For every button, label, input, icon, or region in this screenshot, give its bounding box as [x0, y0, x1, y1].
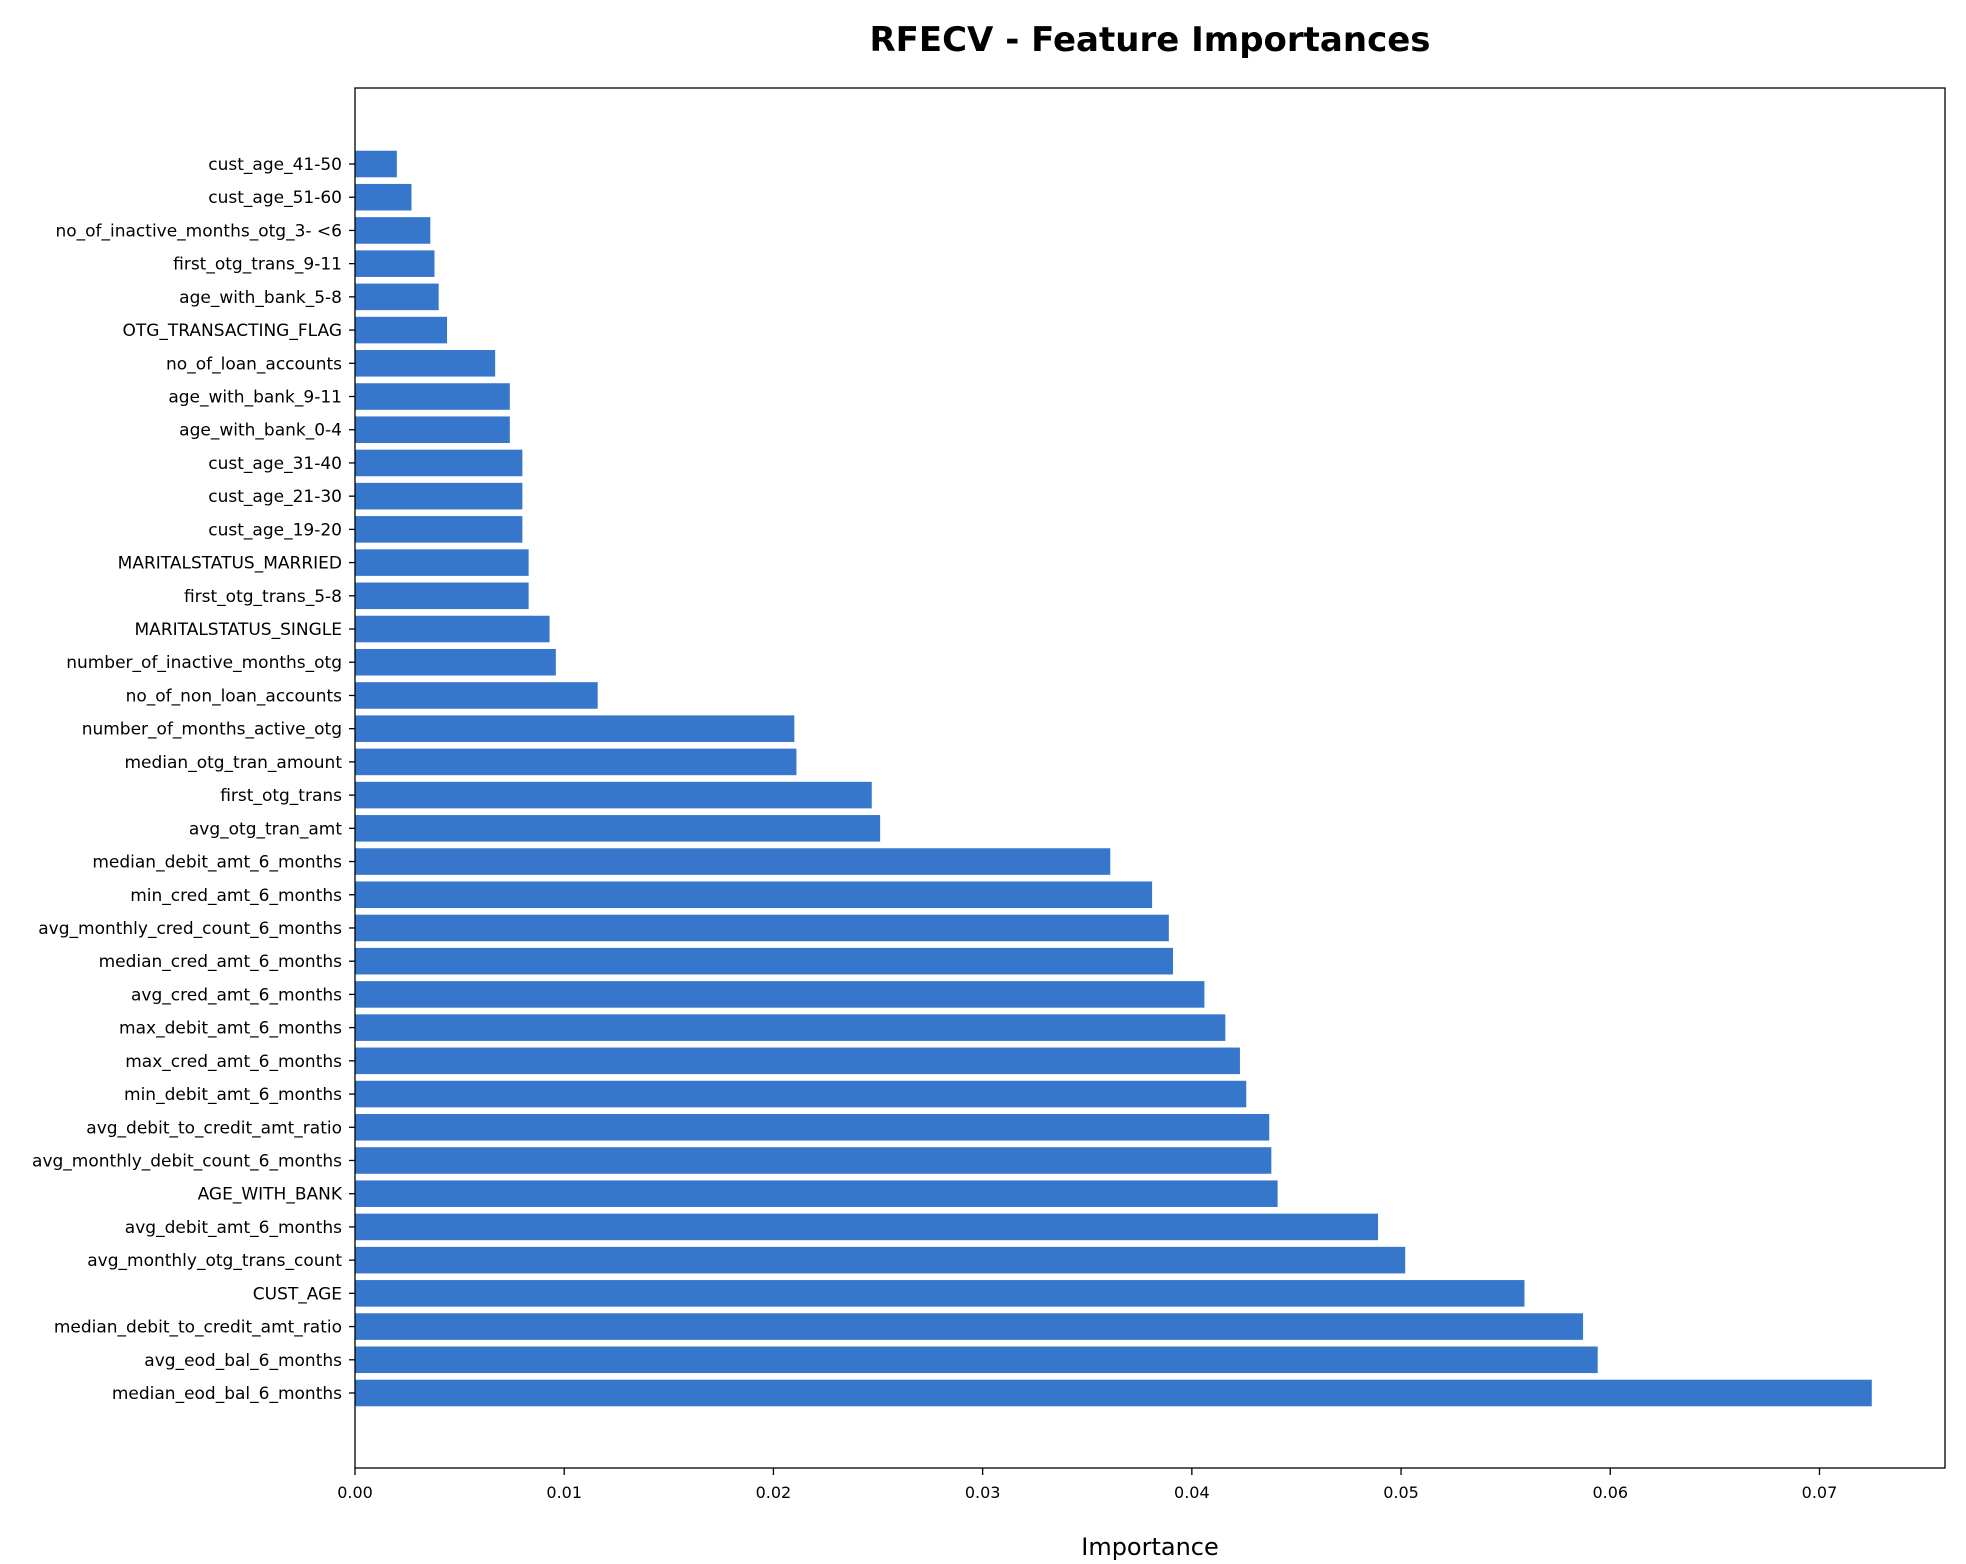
bar-32 [355, 1213, 1379, 1241]
y-tick-label-8: age_with_bank_0-4 [179, 421, 342, 441]
bar-0 [355, 150, 397, 178]
y-tick-label-9: cust_age_31-40 [208, 454, 342, 474]
bar-26 [355, 1014, 1226, 1041]
bar-24 [355, 947, 1174, 975]
y-tick-label-14: MARITALSTATUS_SINGLE [135, 620, 342, 640]
y-tick-label-34: CUST_AGE [253, 1284, 342, 1304]
y-tick-label-33: avg_monthly_otg_trans_count [87, 1251, 342, 1271]
y-tick-label-21: median_debit_amt_6_months [92, 853, 342, 873]
y-tick-label-3: first_otg_trans_9-11 [173, 255, 342, 275]
y-tick-label-28: min_debit_amt_6_months [124, 1085, 342, 1105]
bar-30 [355, 1147, 1272, 1174]
y-tick-label-1: cust_age_51-60 [208, 188, 342, 208]
y-tick-label-11: cust_age_19-20 [208, 520, 342, 540]
bar-5 [355, 316, 448, 344]
y-tick-label-15: number_of_inactive_months_otg [66, 653, 342, 673]
y-tick-label-19: first_otg_trans [220, 786, 342, 806]
y-tick-label-5: OTG_TRANSACTING_FLAG [122, 321, 342, 341]
bar-12 [355, 549, 529, 576]
y-tick-label-23: avg_monthly_cred_count_6_months [38, 919, 342, 939]
y-tick-label-4: age_with_bank_5-8 [179, 288, 342, 308]
x-tick-label-1: 0.01 [546, 1483, 582, 1502]
y-tick-label-17: number_of_months_active_otg [82, 720, 342, 740]
bar-7 [355, 383, 510, 410]
x-tick-label-3: 0.03 [965, 1483, 1001, 1502]
y-tick-label-20: avg_otg_tran_amt [189, 819, 342, 839]
x-tick-label-5: 0.05 [1383, 1483, 1419, 1502]
bar-35 [355, 1313, 1584, 1340]
bar-16 [355, 682, 598, 709]
bar-1 [355, 183, 412, 211]
bar-20 [355, 815, 881, 842]
y-tick-label-10: cust_age_21-30 [208, 487, 342, 507]
y-tick-label-0: cust_age_41-50 [208, 155, 342, 175]
x-tick-label-4: 0.04 [1174, 1483, 1210, 1502]
x-tick-label-2: 0.02 [756, 1483, 792, 1502]
y-tick-label-37: median_eod_bal_6_months [112, 1384, 342, 1404]
bar-9 [355, 449, 523, 477]
y-axis: cust_age_41-50 cust_age_51-60 no_of_inacti… [32, 155, 355, 1404]
x-axis-label: Importance [1081, 1533, 1219, 1561]
bar-25 [355, 981, 1205, 1008]
y-tick-label-16: no_of_non_loan_accounts [126, 686, 343, 706]
y-tick-label-26: max_debit_amt_6_months [119, 1019, 342, 1039]
bar-8 [355, 416, 510, 444]
y-tick-label-7: age_with_bank_9-11 [168, 388, 342, 408]
y-tick-label-22: min_cred_amt_6_months [130, 886, 342, 906]
y-tick-label-6: no_of_loan_accounts [166, 354, 342, 374]
bar-29 [355, 1113, 1270, 1141]
y-tick-label-18: median_otg_tran_amount [124, 753, 342, 773]
bar-10 [355, 482, 523, 510]
bar-36 [355, 1346, 1598, 1374]
plot-frame [354, 87, 1946, 1469]
chart-title: RFECV - Feature Importances [869, 20, 1430, 60]
bar-33 [355, 1246, 1406, 1274]
y-tick-label-25: avg_cred_amt_6_months [131, 985, 342, 1005]
y-tick-label-27: max_cred_amt_6_months [125, 1052, 342, 1072]
bar-6 [355, 350, 496, 377]
bar-3 [355, 250, 435, 277]
y-tick-label-13: first_otg_trans_5-8 [184, 587, 342, 607]
y-tick-label-12: MARITALSTATUS_MARRIED [118, 554, 342, 574]
x-tick-label-0: 0.00 [337, 1483, 373, 1502]
bar-27 [355, 1047, 1240, 1075]
x-tick-label-6: 0.06 [1592, 1483, 1628, 1502]
x-tick-label-7: 0.07 [1802, 1483, 1838, 1502]
y-tick-label-24: median_cred_amt_6_months [99, 952, 343, 972]
bar-2 [355, 217, 431, 244]
bar-28 [355, 1080, 1247, 1108]
bar-4 [355, 283, 439, 311]
y-tick-label-36: avg_eod_bal_6_months [144, 1351, 342, 1371]
bar-21 [355, 848, 1111, 875]
bar-11 [355, 516, 523, 543]
bar-18 [355, 748, 797, 776]
bar-23 [355, 914, 1169, 942]
bar-13 [355, 582, 529, 610]
bar-34 [355, 1280, 1525, 1307]
x-axis: 0.00 0.01 0.02 0.03 0.04 0.05 0.06 0.07 [337, 1468, 1837, 1502]
bar-15 [355, 648, 556, 676]
y-tick-label-2: no_of_inactive_months_otg_3- <6 [55, 221, 342, 241]
y-tick-label-32: avg_debit_amt_6_months [125, 1218, 342, 1238]
y-tick-label-31: AGE_WITH_BANK [198, 1185, 343, 1205]
bar-17 [355, 715, 795, 742]
bar-37 [355, 1379, 1872, 1407]
bars-group [355, 150, 1872, 1407]
y-tick-label-29: avg_debit_to_credit_amt_ratio [86, 1118, 342, 1138]
y-tick-label-30: avg_monthly_debit_count_6_months [32, 1151, 342, 1171]
y-tick-label-35: median_debit_to_credit_amt_ratio [54, 1318, 342, 1338]
bar-31 [355, 1180, 1278, 1207]
bar-14 [355, 615, 550, 643]
bar-19 [355, 781, 872, 809]
bar-22 [355, 881, 1153, 909]
